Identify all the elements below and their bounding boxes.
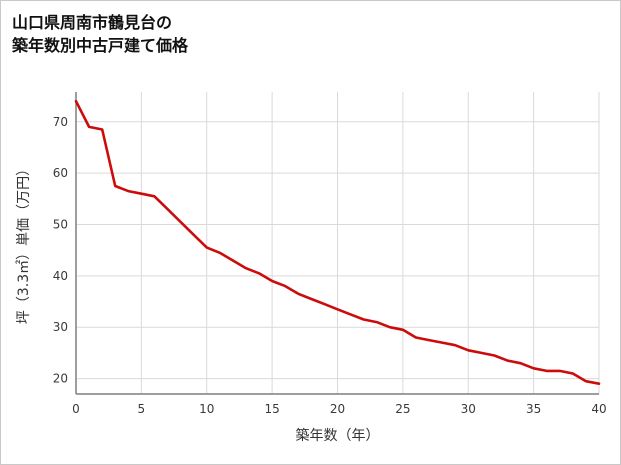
chart-title-line-1: 山口県周南市鶴見台の (12, 13, 173, 32)
chart-title: 山口県周南市鶴見台の 築年数別中古戸建て価格 (12, 11, 188, 57)
y-axis-title: 坪（3.3㎡）単価（万円） (16, 161, 32, 325)
x-tick-label: 35 (526, 402, 541, 416)
x-tick-label: 5 (138, 402, 146, 416)
chart-area: 0 5 10 15 20 25 30 35 40 20 30 40 50 60 70 (1, 86, 620, 426)
x-tick-label: 0 (72, 402, 80, 416)
x-tick-label: 15 (264, 402, 279, 416)
price-line-series (74, 99, 601, 386)
chart-plot: 0 5 10 15 20 25 30 35 40 20 30 40 50 60 70 (53, 92, 607, 416)
x-tick-label: 20 (330, 402, 345, 416)
x-tick-label: 40 (591, 402, 606, 416)
y-tick-label: 50 (53, 218, 68, 232)
x-tick-label: 30 (461, 402, 476, 416)
y-tick-label: 30 (53, 320, 68, 334)
y-tick-label: 20 (53, 372, 68, 386)
x-tick-label: 25 (395, 402, 410, 416)
x-tick-label: 10 (199, 402, 214, 416)
y-tick-label: 60 (53, 166, 68, 180)
x-axis-title: 築年数（年） (295, 428, 380, 444)
chart-title-line-2: 築年数別中古戸建て価格 (12, 36, 189, 56)
y-tick-label: 40 (53, 269, 68, 283)
y-tick-label: 70 (53, 115, 68, 129)
